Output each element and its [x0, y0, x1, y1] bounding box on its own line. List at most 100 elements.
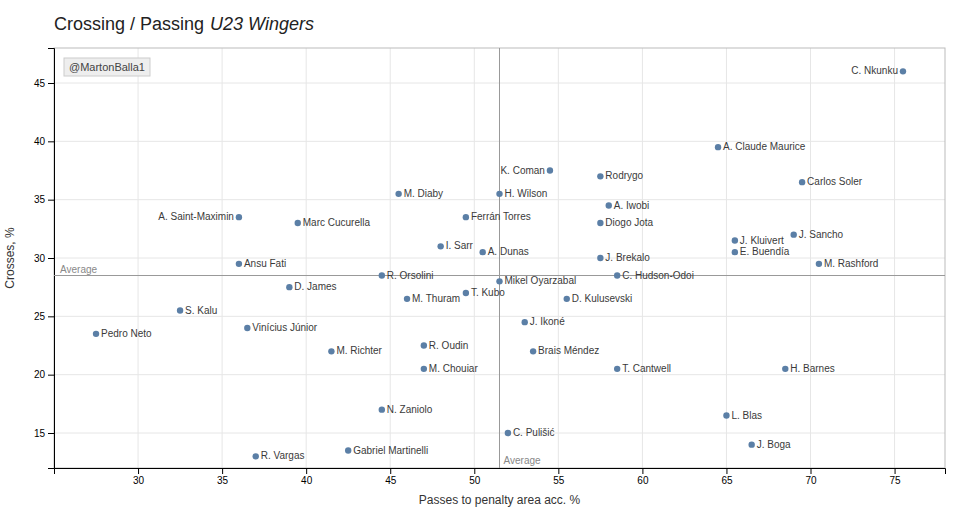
point [404, 296, 410, 302]
x-tick-mark [811, 468, 812, 474]
y-tick: 45 [34, 78, 54, 89]
point [715, 144, 721, 150]
point [421, 342, 427, 348]
watermark-box [64, 58, 150, 76]
y-tick-label: 45 [34, 78, 46, 89]
x-tick-label: 70 [805, 475, 817, 486]
x-tick-label: 30 [133, 475, 145, 486]
x-tick: 60 [637, 468, 649, 486]
y-axis-line [48, 49, 55, 469]
x-axis-line [55, 469, 946, 475]
point-label: T. Cantwell [622, 363, 671, 374]
point [782, 366, 788, 372]
x-tick-mark [474, 468, 475, 474]
x-axis-title: Passes to penalty area acc. % [419, 493, 581, 507]
point [816, 261, 822, 267]
y-tick-mark [48, 433, 54, 434]
point-label: Ansu Fati [244, 258, 286, 269]
point-label: H. Barnes [790, 363, 834, 374]
point-label: A. Claude Maurice [723, 141, 806, 152]
x-tick-mark [390, 468, 391, 474]
point [286, 284, 292, 290]
point-label: Rodrygo [605, 170, 643, 181]
y-axis: 15202530354045 [34, 49, 55, 469]
x-tick-mark [558, 468, 559, 474]
x-tick-label: 75 [890, 475, 902, 486]
point-label: R. Oudin [429, 340, 468, 351]
point [328, 348, 334, 354]
point-label: C. Pulišić [513, 427, 555, 438]
point-label: Ferrán Torres [471, 211, 531, 222]
point [597, 255, 603, 261]
point-label: Carlos Soler [807, 176, 863, 187]
y-tick-label: 35 [34, 194, 46, 205]
x-tick: 55 [553, 468, 565, 486]
point-label: D. James [294, 281, 336, 292]
point [732, 237, 738, 243]
point-label: M. Rashford [824, 258, 878, 269]
point-label: J. Kluivert [740, 235, 784, 246]
point-label: Vinícius Júnior [252, 322, 318, 333]
y-tick-mark [48, 316, 54, 317]
point-label: Mikel Oyarzabal [505, 275, 577, 286]
grid [54, 48, 945, 468]
point-label: J. Boga [757, 439, 791, 450]
point [505, 430, 511, 436]
point-label: I. Sarr [446, 240, 474, 251]
point-label: R. Vargas [261, 450, 305, 461]
plot-area [54, 48, 945, 468]
point [379, 406, 385, 412]
point-label: T. Kubo [471, 287, 505, 298]
point-label: K. Coman [500, 165, 544, 176]
point [530, 348, 536, 354]
point-label: S. Kalu [185, 305, 217, 316]
x-tick-mark [726, 468, 727, 474]
x-tick: 50 [469, 468, 481, 486]
x-tick: 40 [301, 468, 313, 486]
average-line [54, 275, 945, 276]
x-tick: 35 [217, 468, 229, 486]
x-tick-mark [895, 468, 896, 474]
point [236, 214, 242, 220]
y-tick: 30 [34, 253, 54, 264]
point [463, 214, 469, 220]
y-tick: 15 [34, 428, 54, 439]
average-label: Average [60, 264, 98, 275]
point-label: A. Iwobi [614, 200, 650, 211]
point [900, 68, 906, 74]
x-tick-mark [222, 468, 223, 474]
y-tick-mark [48, 200, 54, 201]
subtitle: U23 Wingers [210, 14, 314, 34]
point [463, 290, 469, 296]
point-label: M. Thuram [412, 293, 460, 304]
x-tick-label: 60 [637, 475, 649, 486]
point [437, 243, 443, 249]
point [345, 447, 351, 453]
point [496, 191, 502, 197]
point [177, 307, 183, 313]
point [614, 272, 620, 278]
x-tick: 65 [721, 468, 733, 486]
point-label: J. Brekalo [605, 252, 650, 263]
point [564, 296, 570, 302]
point-label: L. Blas [731, 410, 762, 421]
y-tick-mark [48, 375, 54, 376]
x-tick-label: 35 [217, 475, 229, 486]
point [496, 278, 502, 284]
point-label: H. Wilson [505, 188, 548, 199]
plot-frame [54, 48, 945, 468]
average-label: Average [504, 455, 542, 466]
x-tick-mark [306, 468, 307, 474]
y-tick-label: 30 [34, 253, 46, 264]
point-label: C. Nkunku [851, 65, 898, 76]
chart: 3035404550556065707515202530354045Passes… [0, 0, 965, 512]
point-label: Pedro Neto [101, 328, 152, 339]
point-label: J. Sancho [799, 229, 844, 240]
y-axis-title: Crosses, % [3, 227, 17, 289]
x-tick-label: 45 [385, 475, 397, 486]
y-tick-mark [48, 141, 54, 142]
point [395, 191, 401, 197]
point [799, 179, 805, 185]
x-tick-mark [642, 468, 643, 474]
point [295, 220, 301, 226]
